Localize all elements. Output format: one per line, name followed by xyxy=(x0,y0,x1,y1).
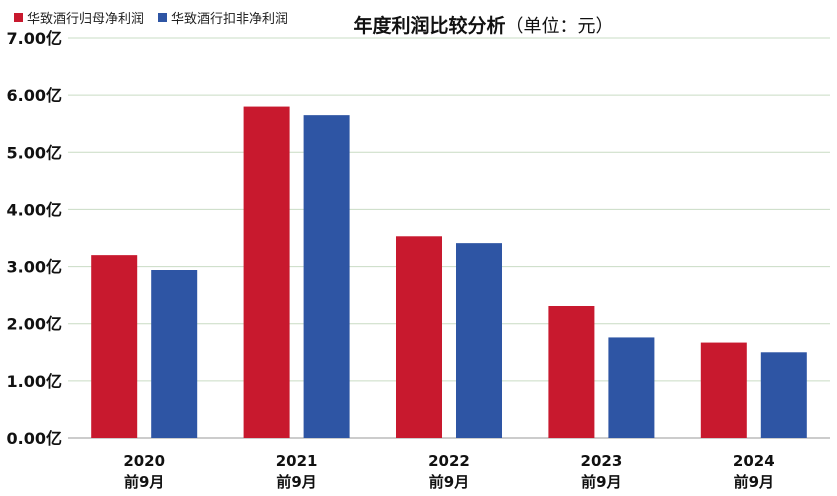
x-tick-label-year: 2021 xyxy=(276,452,318,470)
x-tick-label-year: 2020 xyxy=(123,452,165,470)
legend-swatch-red xyxy=(14,13,23,22)
chart-legend: 华致酒行归母净利润 华致酒行扣非净利润 xyxy=(14,8,288,27)
bar-deducted-net-profit-2023 xyxy=(608,337,655,438)
bar-deducted-net-profit-2020 xyxy=(151,270,198,438)
x-tick-label-period: 前9月 xyxy=(276,473,316,491)
bar-deducted-net-profit-2021 xyxy=(303,115,350,439)
y-tick-label: 5.00亿 xyxy=(7,143,62,162)
bar-parent-net-profit-2021 xyxy=(243,106,290,439)
bar-parent-net-profit-2024 xyxy=(700,342,747,438)
y-tick-label: 4.00亿 xyxy=(7,200,62,219)
y-tick-label: 7.00亿 xyxy=(7,29,62,48)
x-tick-label-year: 2024 xyxy=(733,452,775,470)
y-tick-label: 0.00亿 xyxy=(7,429,62,448)
bar-parent-net-profit-2022 xyxy=(396,236,442,438)
y-tick-label: 1.00亿 xyxy=(7,372,62,391)
x-tick-label-period: 前9月 xyxy=(124,473,164,491)
x-tick-label-year: 2022 xyxy=(428,452,470,470)
legend-label-parent-net-profit: 华致酒行归母净利润 xyxy=(27,12,145,27)
legend-item-parent-net-profit: 华致酒行归母净利润 xyxy=(14,8,144,27)
x-tick-label-period: 前9月 xyxy=(581,473,621,491)
legend-swatch-blue xyxy=(158,13,168,22)
bar-deducted-net-profit-2024 xyxy=(760,352,807,438)
x-tick-label-year: 2023 xyxy=(581,452,623,470)
legend-item-deducted-net-profit: 华致酒行扣非净利润 xyxy=(158,8,288,27)
legend-label-deducted-net-profit: 华致酒行扣非净利润 xyxy=(171,12,289,27)
chart-title: 年度利润比较分析（单位：元） xyxy=(0,11,837,38)
bar-deducted-net-profit-2022 xyxy=(456,243,502,438)
x-tick-label-period: 前9月 xyxy=(429,473,469,491)
y-tick-label: 6.00亿 xyxy=(7,86,62,105)
chart-title-unit: （单位：元） xyxy=(505,16,614,37)
bar-parent-net-profit-2020 xyxy=(91,255,138,438)
y-tick-label: 3.00亿 xyxy=(7,258,62,277)
chart-title-text: 年度利润比较分析 xyxy=(353,15,506,37)
x-tick-label-period: 前9月 xyxy=(734,473,774,491)
y-tick-label: 2.00亿 xyxy=(7,315,62,334)
bar-parent-net-profit-2023 xyxy=(548,306,595,438)
